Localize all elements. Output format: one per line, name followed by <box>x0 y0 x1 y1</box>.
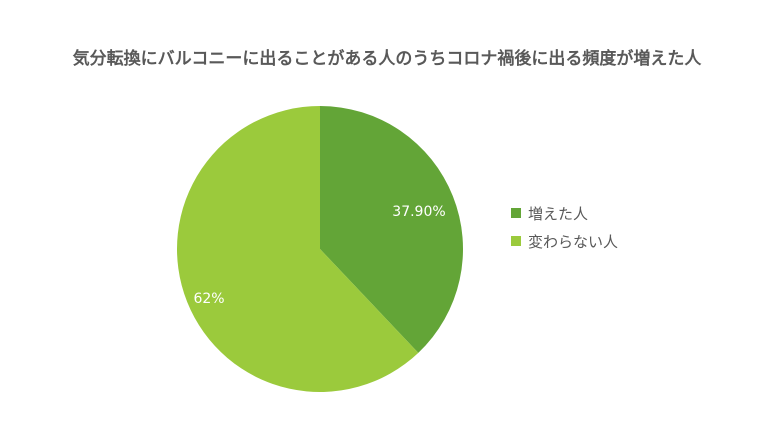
pie-data-labels: 37.90% 62% <box>193 204 445 307</box>
pie-slice-1 <box>320 106 464 353</box>
legend-label: 増えた人 <box>528 204 589 223</box>
pie-slices <box>177 106 464 392</box>
legend-item-1: 増えた人 <box>511 199 618 227</box>
pie-data-label-1: 37.90% <box>392 204 445 220</box>
legend-swatch <box>511 208 521 218</box>
chart-title: 気分転換にバルコニーに出ることがある人のうちコロナ禍後に出る頻度が増えた人 <box>72 49 702 69</box>
legend: 増えた人変わらない人 <box>511 199 618 255</box>
pie-data-label-2: 62% <box>193 291 224 307</box>
legend-item-2: 変わらない人 <box>511 227 618 255</box>
pie-slice-2 <box>177 106 419 392</box>
legend-label: 変わらない人 <box>528 232 619 251</box>
legend-swatch <box>511 236 521 246</box>
